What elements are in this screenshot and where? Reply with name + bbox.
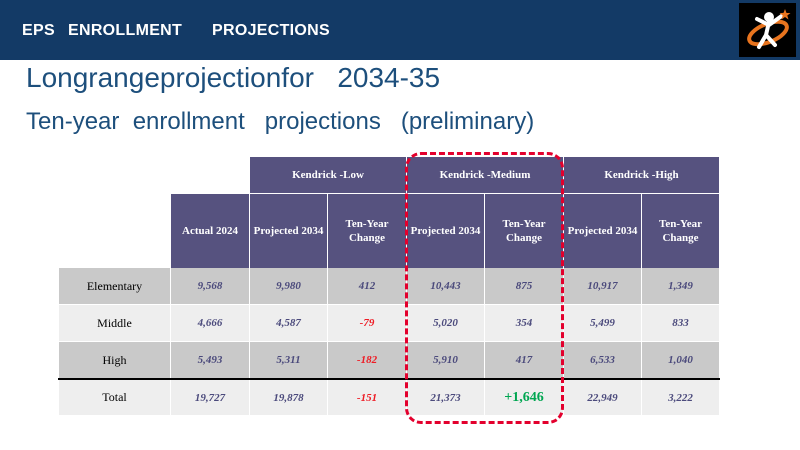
cell-high-change: 833 <box>641 304 720 342</box>
header-enrollment: ENROLLMENT <box>68 22 183 39</box>
cell-low-projected: 5,311 <box>249 341 328 380</box>
page-subtitle: Ten-year enrollment projections (prelimi… <box>26 108 535 135</box>
table-row-middle: Middle 4,666 4,587 -79 5,020 354 5,499 8… <box>58 304 720 342</box>
table-row-total: Total 19,727 19,878 -151 21,373 +1,646 2… <box>58 378 720 415</box>
table-row-elementary: Elementary 9,568 9,980 412 10,443 875 10… <box>58 268 720 305</box>
col-medium-change: Ten-Year Change <box>484 193 564 268</box>
cell-actual: 4,666 <box>170 304 250 342</box>
col-high-projected: Projected 2034 <box>563 193 642 268</box>
header-spacer <box>58 157 250 194</box>
cell-medium-change: 417 <box>484 341 564 380</box>
col-actual-2024: Actual 2024 <box>170 193 250 268</box>
col-high-change: Ten-Year Change <box>641 193 720 268</box>
cell-medium-projected: 21,373 <box>406 378 485 415</box>
cell-high-change: 1,040 <box>641 341 720 380</box>
cell-low-change: -151 <box>327 378 407 415</box>
table-row-high: High 5,493 5,311 -182 5,910 417 6,533 1,… <box>58 341 720 380</box>
cell-medium-projected: 10,443 <box>406 268 485 305</box>
group-kendrick-low: Kendrick -Low <box>249 157 407 194</box>
cell-high-change: 1,349 <box>641 268 720 305</box>
col-medium-projected: Projected 2034 <box>406 193 485 268</box>
header-projections: PROJECTIONS <box>212 22 330 39</box>
col-low-projected: Projected 2034 <box>249 193 328 268</box>
eps-logo-icon <box>739 3 796 57</box>
cell-high-projected: 5,499 <box>563 304 642 342</box>
cell-low-projected: 19,878 <box>249 378 328 415</box>
cell-high-projected: 22,949 <box>563 378 642 415</box>
group-kendrick-high: Kendrick -High <box>563 157 720 194</box>
cell-low-projected: 9,980 <box>249 268 328 305</box>
col-low-change: Ten-Year Change <box>327 193 407 268</box>
cell-medium-projected: 5,910 <box>406 341 485 380</box>
page-title: Longrangeprojectionfor 2034-35 <box>26 62 441 93</box>
group-kendrick-medium: Kendrick -Medium <box>406 157 564 194</box>
cell-medium-change-highlight: +1,646 <box>484 378 564 415</box>
cell-high-change: 3,222 <box>641 378 720 415</box>
header-eps: EPS <box>22 22 55 39</box>
cell-low-change: -79 <box>327 304 407 342</box>
cell-high-projected: 10,917 <box>563 268 642 305</box>
cell-medium-change: 875 <box>484 268 564 305</box>
cell-actual: 19,727 <box>170 378 250 415</box>
cell-actual: 9,568 <box>170 268 250 305</box>
cell-medium-projected: 5,020 <box>406 304 485 342</box>
cell-low-change: -182 <box>327 341 407 380</box>
cell-medium-change: 354 <box>484 304 564 342</box>
cell-actual: 5,493 <box>170 341 250 380</box>
header-bar: EPS ENROLLMENT PROJECTIONS <box>0 0 800 60</box>
cell-high-projected: 6,533 <box>563 341 642 380</box>
cell-low-projected: 4,587 <box>249 304 328 342</box>
projection-table: Kendrick -Low Kendrick -Medium Kendrick … <box>58 157 720 415</box>
row-label: Middle <box>58 304 171 342</box>
row-label: High <box>58 341 171 380</box>
row-label-header <box>58 193 171 268</box>
row-label: Elementary <box>58 268 171 305</box>
cell-low-change: 412 <box>327 268 407 305</box>
row-label: Total <box>58 378 171 415</box>
